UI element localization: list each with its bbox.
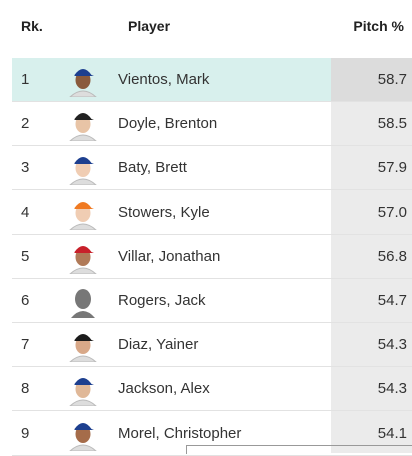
player-name[interactable]: Baty, Brett [118, 159, 187, 177]
pitch-pct: 54.3 [377, 336, 407, 354]
table-row: 6 Rogers, Jack 54.7 [12, 279, 412, 323]
stat-column-bg [331, 58, 412, 453]
player-name[interactable]: Diaz, Yainer [118, 336, 199, 354]
pitch-pct: 54.3 [377, 380, 407, 398]
table-row: 2 Doyle, Brenton 58.5 [12, 102, 412, 147]
player-avatar [69, 157, 97, 186]
pitch-pct: 54.1 [377, 424, 407, 442]
player-avatar [69, 422, 97, 451]
table-row: 4 Stowers, Kyle 57.0 [12, 191, 412, 235]
player-header: Player [128, 18, 171, 34]
rank: 9 [21, 424, 30, 442]
rank: 6 [21, 292, 30, 309]
player-name[interactable]: Stowers, Kyle [118, 203, 210, 221]
player-avatar [69, 201, 97, 230]
player-avatar [69, 245, 97, 274]
player-name[interactable]: Doyle, Brenton [118, 115, 218, 133]
rank: 1 [21, 71, 30, 88]
table-row: 8 Jackson, Alex 54.3 [12, 367, 412, 412]
cell-highlight [331, 58, 412, 101]
pitch-pct: 56.8 [377, 247, 407, 265]
table-row: 7 Diaz, Yainer 54.3 [12, 323, 412, 368]
table-row: 5 Villar, Jonathan 56.8 [12, 235, 412, 279]
rank: 3 [21, 159, 30, 177]
rank-header: Rk. [21, 18, 43, 34]
player-name[interactable]: Villar, Jonathan [118, 247, 221, 265]
rank: 7 [21, 336, 30, 354]
row-highlight [12, 58, 331, 101]
player-avatar [69, 113, 97, 142]
rank: 5 [21, 247, 30, 265]
scrollbar [186, 445, 412, 454]
pitch-pct: 58.7 [377, 71, 407, 88]
player-avatar [69, 69, 97, 97]
pitch-pct: 54.7 [377, 292, 407, 309]
player-name[interactable]: Morel, Christopher [118, 424, 242, 442]
stat-header[interactable]: Pitch % [353, 18, 404, 34]
player-avatar [69, 378, 97, 407]
player-name[interactable]: Jackson, Alex [118, 380, 210, 398]
player-name[interactable]: Rogers, Jack [118, 292, 206, 309]
rank: 2 [21, 115, 30, 133]
player-name[interactable]: Vientos, Mark [118, 71, 210, 88]
player-avatar [69, 334, 97, 363]
rank: 4 [21, 203, 30, 221]
table-row: 3 Baty, Brett 57.9 [12, 146, 412, 191]
pitch-pct: 57.9 [377, 159, 407, 177]
pitch-pct: 57.0 [377, 203, 407, 221]
rank: 8 [21, 380, 30, 398]
pitch-pct: 58.5 [377, 115, 407, 133]
table-row: 1 Vientos, Mark 58.7 [12, 58, 412, 102]
player-avatar [71, 289, 95, 318]
